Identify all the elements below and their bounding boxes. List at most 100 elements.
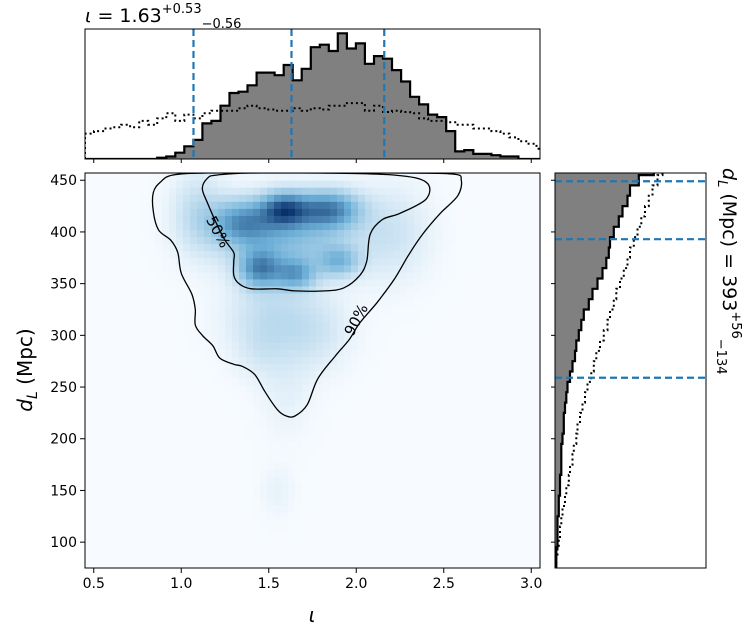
density-cell	[176, 391, 184, 400]
density-cell	[295, 391, 303, 400]
density-cell	[435, 173, 443, 181]
density-cell	[337, 208, 345, 216]
density-cell	[218, 335, 226, 343]
density-cell	[421, 194, 429, 202]
density-cell	[498, 201, 506, 209]
density-cell	[414, 278, 422, 287]
density-cell	[365, 518, 373, 527]
density-cell	[316, 250, 324, 259]
density-cell	[267, 377, 275, 386]
density-cell	[519, 342, 527, 350]
density-cell	[267, 469, 275, 477]
density-cell	[155, 243, 163, 252]
density-cell	[85, 398, 93, 407]
density-cell	[127, 314, 135, 322]
density-cell	[526, 476, 534, 484]
density-cell	[85, 504, 93, 513]
density-cell	[372, 426, 380, 435]
density-cell	[428, 476, 436, 484]
density-cell	[113, 504, 121, 513]
density-cell	[232, 173, 240, 181]
density-cell	[113, 518, 121, 527]
density-cell	[491, 250, 499, 259]
density-cell	[449, 405, 457, 414]
density-cell	[323, 532, 331, 541]
density-cell	[281, 180, 289, 188]
density-cell	[477, 173, 485, 181]
density-cell	[113, 321, 121, 329]
density-cell	[260, 433, 268, 442]
density-cell	[414, 455, 422, 463]
density-cell	[190, 546, 198, 555]
density-cell	[400, 201, 408, 209]
density-cell	[106, 243, 114, 252]
density-cell	[533, 377, 540, 386]
density-cell	[155, 194, 163, 202]
density-cell	[127, 307, 135, 315]
density-cell	[421, 433, 429, 442]
density-cell	[134, 187, 142, 195]
density-cell	[141, 257, 149, 266]
density-cell	[414, 546, 422, 555]
density-cell	[274, 314, 282, 322]
density-cell	[365, 314, 373, 322]
density-cell	[421, 419, 429, 428]
density-cell	[358, 335, 366, 343]
density-cell	[246, 257, 254, 266]
density-cell	[120, 476, 128, 484]
density-cell	[344, 236, 352, 245]
density-cell	[428, 405, 436, 414]
density-cell	[365, 497, 373, 506]
density-cell	[498, 377, 506, 386]
density-cell	[449, 180, 457, 188]
density-cell	[113, 448, 121, 456]
density-cell	[211, 201, 219, 209]
density-cell	[155, 511, 163, 520]
density-cell	[169, 215, 177, 223]
density-cell	[281, 455, 289, 463]
density-cell	[372, 525, 380, 534]
density-cell	[470, 264, 478, 273]
density-cell	[190, 532, 198, 541]
density-cell	[309, 342, 317, 350]
density-cell	[169, 370, 177, 379]
density-cell	[526, 307, 534, 315]
density-cell	[449, 342, 457, 350]
density-cell	[225, 307, 233, 315]
density-cell	[169, 314, 177, 322]
density-cell	[288, 243, 296, 252]
density-cell	[421, 483, 429, 492]
density-cell	[512, 222, 520, 231]
density-cell	[162, 384, 170, 393]
density-cell	[351, 349, 359, 357]
density-cell	[309, 441, 317, 449]
density-cell	[183, 504, 191, 513]
density-cell	[456, 441, 464, 449]
density-cell	[155, 426, 163, 435]
density-cell	[113, 264, 121, 273]
density-cell	[456, 405, 464, 414]
density-cell	[92, 257, 100, 266]
density-cell	[302, 539, 310, 548]
density-cell	[316, 419, 324, 428]
density-cell	[302, 208, 310, 216]
density-cell	[456, 384, 464, 393]
density-cell	[449, 278, 457, 287]
density-cell	[253, 391, 261, 400]
density-cell	[442, 469, 450, 477]
density-cell	[218, 483, 226, 492]
density-cell	[120, 553, 128, 562]
density-cell	[323, 525, 331, 534]
density-cell	[498, 518, 506, 527]
density-cell	[435, 448, 443, 456]
density-cell	[204, 194, 212, 202]
density-cell	[148, 215, 156, 223]
density-cell	[351, 377, 359, 386]
density-cell	[141, 504, 149, 513]
density-cell	[421, 405, 429, 414]
density-cell	[400, 398, 408, 407]
density-cell	[211, 511, 219, 520]
density-cell	[127, 271, 135, 280]
density-cell	[92, 469, 100, 477]
density-cell	[85, 448, 93, 456]
